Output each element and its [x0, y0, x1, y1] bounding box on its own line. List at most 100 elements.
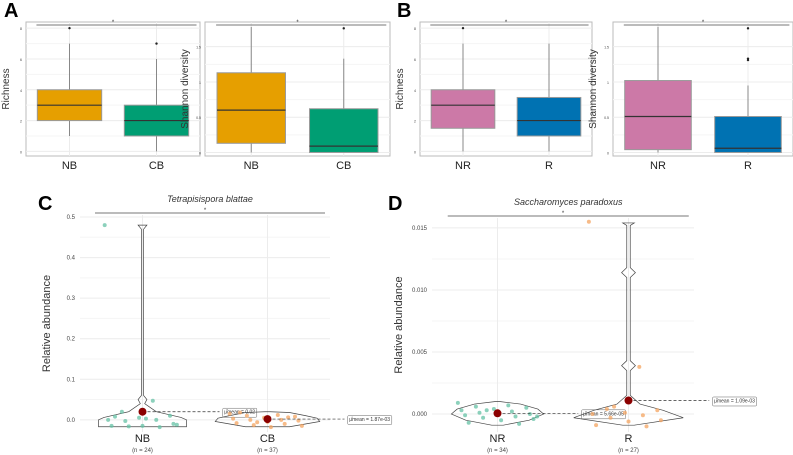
group-size-label: (n = 24): [132, 448, 153, 454]
y-tick-label: 6: [414, 58, 416, 62]
y-tick-label: 8: [20, 27, 22, 31]
data-point: [251, 423, 256, 428]
data-point: [658, 418, 663, 423]
violin-outline: [98, 224, 187, 428]
box-body: [714, 116, 782, 153]
data-point: [119, 409, 124, 414]
y-tick-label: 4: [20, 89, 22, 93]
significance-marker: *: [296, 20, 299, 26]
violin-nr: μ̂mean = 5.66e-05: [450, 400, 626, 426]
y-axis-label: Shannon diversity: [588, 49, 599, 129]
mean-label: μ̂mean = 5.66e-05: [583, 411, 624, 417]
violin-outline: [573, 222, 684, 426]
data-point: [608, 415, 613, 420]
x-tick-label: NB: [244, 160, 259, 172]
y-axis-label: Richness: [1, 68, 12, 109]
x-tick-label: CB: [336, 160, 351, 172]
group-size-label: (n = 27): [618, 448, 639, 454]
data-point: [123, 419, 128, 424]
data-point: [109, 423, 114, 428]
data-point: [150, 398, 155, 403]
outlier-point: [746, 57, 750, 60]
x-tick-label: NR: [650, 160, 666, 172]
y-tick-label: 0.010: [412, 288, 428, 294]
x-tick-label: R: [625, 433, 633, 445]
data-point: [622, 410, 627, 415]
y-tick-label: 0: [199, 151, 201, 155]
data-point: [106, 417, 111, 422]
outlier-point: [342, 27, 345, 30]
y-tick-label: 1: [607, 81, 609, 85]
x-tick-label: R: [744, 160, 752, 172]
data-point: [293, 414, 297, 419]
group-size-label: (n = 37): [257, 448, 278, 454]
violin-nb: μ̂mean = 0.02: [98, 223, 258, 430]
data-point: [477, 410, 482, 415]
x-tick-label: R: [545, 160, 553, 172]
y-axis-label: Richness: [395, 68, 406, 109]
y-tick-label: 0: [414, 150, 416, 154]
box-nb: [216, 26, 286, 153]
y-axis-label: Shannon diversity: [180, 49, 191, 129]
data-point: [286, 415, 291, 420]
violin-cb: μ̂mean = 1.87e-03: [214, 410, 393, 430]
data-point: [299, 423, 304, 428]
outlier-point: [155, 42, 158, 45]
panel-a2: 0 0.5 1 1.5 Shannon diversity * NB CB: [180, 20, 391, 172]
outlier-point: [461, 26, 465, 30]
data-point: [126, 424, 131, 429]
y-tick-label: 0.015: [412, 226, 428, 232]
data-point: [626, 419, 631, 424]
violin-outline: [450, 401, 545, 426]
y-tick-label: 0: [20, 150, 22, 154]
data-point: [268, 425, 273, 430]
y-tick-label: 4: [414, 89, 416, 93]
y-tick-label: 1: [199, 81, 201, 85]
mean-label: μ̂mean = 1.87e-03: [349, 417, 390, 423]
y-tick-label: 0.5: [196, 116, 201, 120]
data-point: [531, 416, 536, 421]
box-cb: [309, 27, 379, 153]
data-point: [604, 407, 609, 412]
data-point: [499, 418, 504, 423]
data-point: [463, 413, 468, 418]
y-tick-label: 6: [20, 58, 22, 62]
mean-point: [263, 415, 272, 424]
data-point: [238, 410, 242, 415]
panel-c: 0.0 0.1 0.2 0.3 0.4 0.5 Relative abundance * Tet…: [41, 194, 393, 454]
y-axis-label: Relative abundance: [41, 275, 53, 372]
outlier-point: [746, 27, 750, 30]
data-point: [168, 413, 172, 418]
significance-marker: *: [204, 208, 207, 214]
data-point: [102, 223, 107, 228]
data-point: [227, 411, 232, 416]
box-r: [714, 27, 782, 153]
panel-label-c: C: [38, 193, 53, 215]
mean-label-box: [222, 407, 258, 418]
panel-label-a: A: [4, 0, 19, 22]
data-point: [644, 424, 649, 429]
outlier-point: [68, 26, 71, 30]
panel-b2: 0 0.5 1 1.5 Shannon diversity * NR R: [588, 20, 793, 172]
violin-outline: [214, 411, 321, 428]
panel-label-b: B: [397, 0, 412, 22]
data-point: [244, 413, 249, 418]
significance-marker: *: [702, 20, 705, 26]
data-point: [524, 405, 529, 410]
box-body: [430, 89, 496, 129]
data-point: [640, 413, 645, 418]
data-point: [509, 409, 514, 414]
y-tick-label: 0.0: [67, 418, 76, 424]
y-tick-label: 0.4: [67, 256, 76, 262]
x-tick-label: NB: [135, 433, 150, 445]
y-tick-label: 0.5: [604, 116, 609, 120]
data-point: [459, 408, 464, 413]
data-point: [248, 417, 253, 422]
x-tick-label: NR: [455, 160, 471, 172]
box-body: [516, 96, 582, 137]
group-size-label: (n = 34): [487, 448, 508, 454]
data-point: [513, 414, 518, 419]
data-point: [255, 420, 260, 425]
